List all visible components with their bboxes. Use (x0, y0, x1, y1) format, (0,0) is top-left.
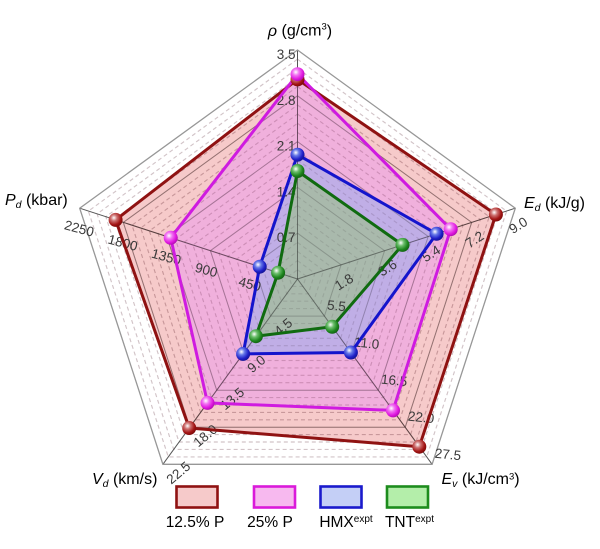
svg-text:12.5% P: 12.5% P (166, 514, 225, 531)
svg-text:5.5: 5.5 (326, 297, 346, 314)
svg-text:2.1: 2.1 (277, 139, 296, 154)
svg-text:3.5: 3.5 (277, 47, 296, 62)
svg-text:27.5: 27.5 (434, 446, 462, 464)
svg-text:25% P: 25% P (247, 514, 293, 531)
svg-text:Vd (km/s): Vd (km/s) (92, 471, 157, 490)
svg-text:Ev (kJ/cm3): Ev (kJ/cm3) (442, 471, 520, 490)
svg-text:ρ (g/cm3): ρ (g/cm3) (267, 21, 332, 40)
svg-text:Pd (kbar): Pd (kbar) (5, 192, 68, 211)
svg-text:Ed (kJ/g): Ed (kJ/g) (524, 195, 585, 214)
svg-text:900: 900 (193, 260, 219, 280)
